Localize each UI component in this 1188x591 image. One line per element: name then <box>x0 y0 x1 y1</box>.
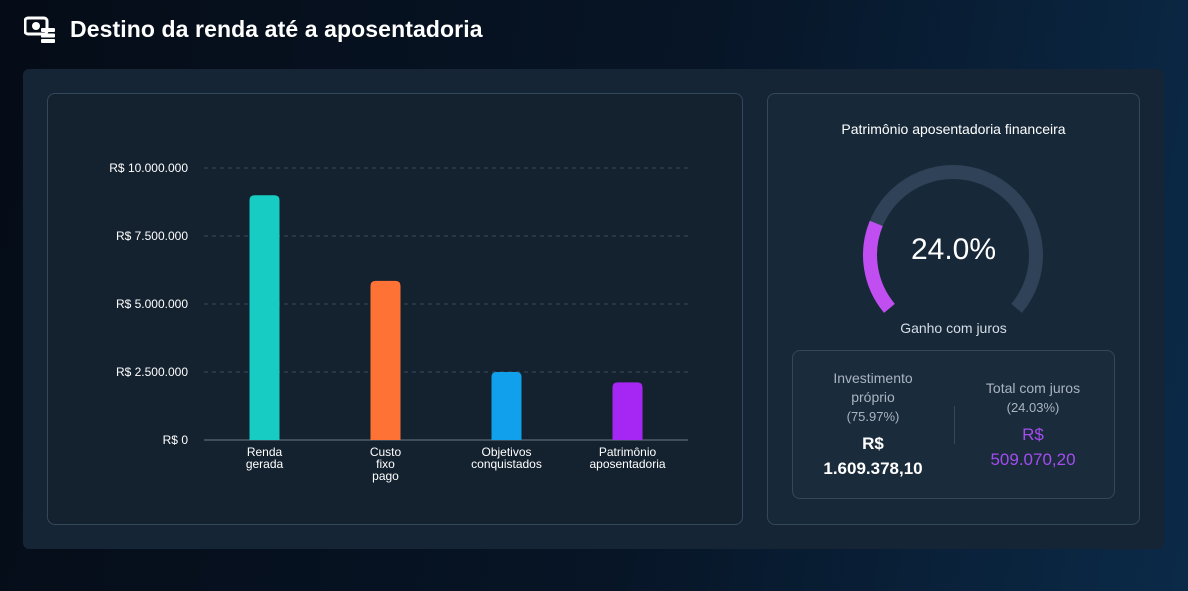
own-investment-stat: Investimento próprio (75.97%) R$ 1.609.3… <box>793 369 953 481</box>
y-tick-label: R$ 5.000.000 <box>116 297 188 311</box>
x-category-label: conquistados <box>471 457 542 471</box>
own-investment-amount: 1.609.378,10 <box>823 459 923 478</box>
x-category-label: pago <box>372 469 399 483</box>
bar <box>612 382 643 440</box>
gauge-label: Ganho com juros <box>900 320 1007 336</box>
gauge-value: 24.0% <box>910 233 997 266</box>
own-investment-currency: R$ <box>862 434 884 453</box>
x-category-label: fixo <box>376 457 395 471</box>
gauge-fill <box>863 220 895 313</box>
retirement-gauge-card: Patrimônio aposentadoria financeira 24.0… <box>767 93 1140 525</box>
x-category-label: Custo <box>370 445 402 459</box>
x-category-label: Patrimônio <box>599 445 657 459</box>
x-category-label: aposentadoria <box>589 457 665 471</box>
page-header: Destino da renda até a aposentadoria <box>24 12 483 46</box>
own-investment-pct: (75.97%) <box>846 409 900 424</box>
x-category-label: Objetivos <box>481 445 531 459</box>
bar-chart: R$ 0 R$ 2.500.000 R$ 5.000.000 R$ 7.500.000… <box>109 161 688 483</box>
interest-total-currency: R$ <box>1022 425 1044 444</box>
money-icon <box>24 16 55 43</box>
gauge-chart <box>863 165 1043 313</box>
interest-total-stat: Total com juros (24.03%) R$ 509.070,20 <box>953 379 1113 472</box>
x-category-label: Renda <box>247 445 283 459</box>
own-investment-label: Investimento próprio <box>833 370 913 405</box>
bar-chart-card: R$ 0 R$ 2.500.000 R$ 5.000.000 R$ 7.500.000… <box>47 93 743 525</box>
bar <box>370 280 401 440</box>
content-panel: R$ 0 R$ 2.500.000 R$ 5.000.000 R$ 7.500.000… <box>23 69 1164 549</box>
interest-total-amount: 509.070,20 <box>990 450 1076 469</box>
gauge-title: Patrimônio aposentadoria financeira <box>841 121 1066 137</box>
y-tick-label: R$ 0 <box>163 433 189 447</box>
page-title: Destino da renda até a aposentadoria <box>70 15 483 42</box>
stats-box: Investimento próprio (75.97%) R$ 1.609.3… <box>792 350 1115 499</box>
own-investment-value: R$ 1.609.378,10 <box>793 431 953 481</box>
interest-total-label: Total com juros <box>985 380 1081 396</box>
interest-total-value: R$ 509.070,20 <box>953 422 1113 472</box>
interest-total-pct: (24.03%) <box>1006 400 1060 415</box>
y-tick-label: R$ 2.500.000 <box>116 365 188 379</box>
bar <box>491 372 522 440</box>
y-tick-label: R$ 10.000.000 <box>109 161 188 175</box>
bar <box>249 195 280 440</box>
stats-divider <box>954 406 955 444</box>
y-tick-label: R$ 7.500.000 <box>116 229 188 243</box>
x-category-label: gerada <box>246 457 284 471</box>
